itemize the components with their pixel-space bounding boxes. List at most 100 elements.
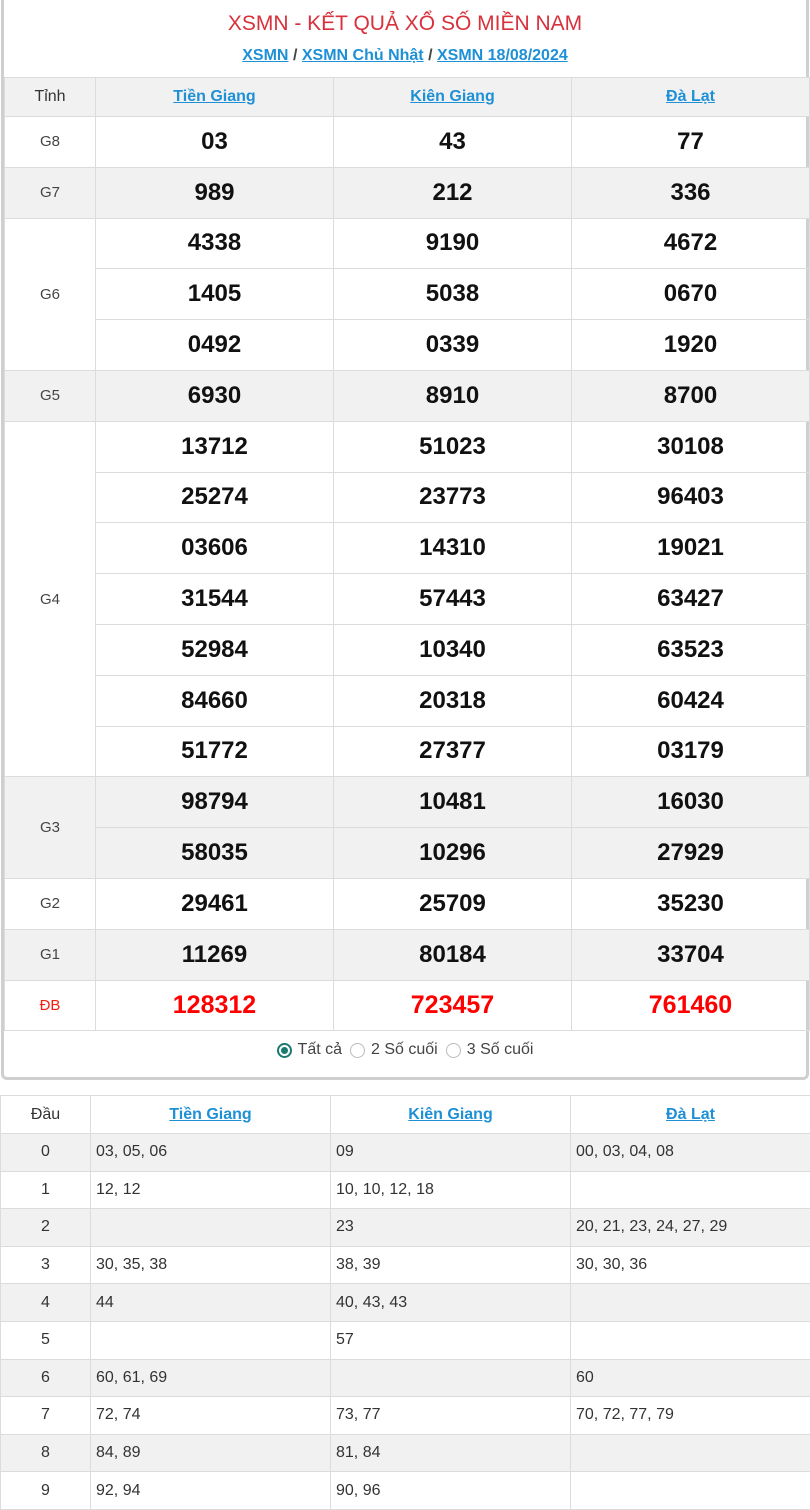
dau-numbers — [91, 1209, 331, 1247]
breadcrumb-xsmn[interactable]: XSMN — [242, 47, 288, 64]
prize-number: 8700 — [572, 370, 810, 421]
dau-row: 5 57 — [1, 1321, 810, 1359]
filter-option[interactable]: 3 Số cuối — [446, 1041, 534, 1059]
prize-number: 96403 — [572, 472, 810, 523]
prize-number: 31544 — [96, 574, 334, 625]
prize-number: 25274 — [96, 472, 334, 523]
prize-number: 212 — [334, 167, 572, 218]
province-link[interactable]: Kiên Giang — [408, 1106, 492, 1123]
breadcrumb: XSMN / XSMN Chủ Nhật / XSMN 18/08/2024 — [4, 47, 806, 65]
dau-numbers: 20, 21, 23, 24, 27, 29 — [571, 1209, 810, 1247]
dau-numbers: 70, 72, 77, 79 — [571, 1397, 810, 1435]
dau-numbers: 90, 96 — [331, 1472, 571, 1510]
dau-digit: 5 — [1, 1321, 91, 1359]
breadcrumb-separator: / — [428, 47, 432, 64]
dau-digit: 4 — [1, 1284, 91, 1322]
dau-digit: 6 — [1, 1359, 91, 1397]
dau-digit: 8 — [1, 1434, 91, 1472]
breadcrumb-sunday[interactable]: XSMN Chủ Nhật — [302, 47, 424, 64]
prize-number: 98794 — [96, 777, 334, 828]
dau-numbers: 00, 03, 04, 08 — [571, 1134, 810, 1172]
dau-numbers: 30, 35, 38 — [91, 1246, 331, 1284]
prize-number: 9190 — [334, 218, 572, 269]
dau-digit: 1 — [1, 1171, 91, 1209]
prize-number: 13712 — [96, 421, 334, 472]
province-link[interactable]: Tiền Giang — [169, 1106, 251, 1123]
dau-label-header: Đầu — [1, 1096, 91, 1134]
prize-number: 336 — [572, 167, 810, 218]
dau-numbers — [331, 1359, 571, 1397]
prize-number: 27377 — [334, 726, 572, 777]
prize-number: 989 — [96, 167, 334, 218]
prize-number: 0670 — [572, 269, 810, 320]
prize-number: 63427 — [572, 574, 810, 625]
dau-numbers: 60 — [571, 1359, 810, 1397]
prize-number: 8910 — [334, 370, 572, 421]
province-link[interactable]: Tiền Giang — [173, 88, 255, 105]
prize-number: 43 — [334, 117, 572, 168]
prize-number: 30108 — [572, 421, 810, 472]
page-title: XSMN - KẾT QUẢ XỔ SỐ MIỀN NAM — [4, 12, 806, 36]
prize-number: 0492 — [96, 320, 334, 371]
province-link[interactable]: Đà Lạt — [666, 88, 715, 105]
prize-number: 761460 — [572, 980, 810, 1031]
filter-option[interactable]: 2 Số cuối — [350, 1041, 438, 1059]
dau-numbers: 23 — [331, 1209, 571, 1247]
radio-button[interactable] — [277, 1043, 292, 1058]
dau-numbers: 72, 74 — [91, 1397, 331, 1435]
filter-option-label: 3 Số cuối — [467, 1041, 534, 1059]
province-link[interactable]: Đà Lạt — [666, 1106, 715, 1123]
province-link[interactable]: Kiên Giang — [410, 88, 494, 105]
filter-option-label: Tất cả — [298, 1041, 342, 1059]
prize-number: 25709 — [334, 878, 572, 929]
prize-number: 19021 — [572, 523, 810, 574]
prize-label: ĐB — [5, 980, 96, 1031]
prize-number: 20318 — [334, 675, 572, 726]
prize-label: G6 — [5, 218, 96, 370]
filter-option[interactable]: Tất cả — [277, 1041, 342, 1059]
dau-numbers: 44 — [91, 1284, 331, 1322]
prize-label: G5 — [5, 370, 96, 421]
radio-button[interactable] — [350, 1043, 365, 1058]
prize-number: 57443 — [334, 574, 572, 625]
dau-numbers: 38, 39 — [331, 1246, 571, 1284]
prize-number: 63523 — [572, 624, 810, 675]
prize-number: 84660 — [96, 675, 334, 726]
dau-numbers: 84, 89 — [91, 1434, 331, 1472]
dau-numbers: 57 — [331, 1321, 571, 1359]
prize-label: G4 — [5, 421, 96, 777]
results-header-row: Tỉnh Tiền Giang Kiên Giang Đà Lạt — [5, 78, 810, 117]
breadcrumb-date[interactable]: XSMN 18/08/2024 — [437, 47, 568, 64]
prize-number: 58035 — [96, 828, 334, 879]
prize-number: 23773 — [334, 472, 572, 523]
prize-number: 03606 — [96, 523, 334, 574]
prize-number: 1920 — [572, 320, 810, 371]
prize-number: 128312 — [96, 980, 334, 1031]
prize-label: G1 — [5, 929, 96, 980]
dau-numbers — [571, 1472, 810, 1510]
prize-number: 77 — [572, 117, 810, 168]
prize-number: 6930 — [96, 370, 334, 421]
dau-numbers — [571, 1171, 810, 1209]
radio-button[interactable] — [446, 1043, 461, 1058]
dau-digit: 7 — [1, 1397, 91, 1435]
